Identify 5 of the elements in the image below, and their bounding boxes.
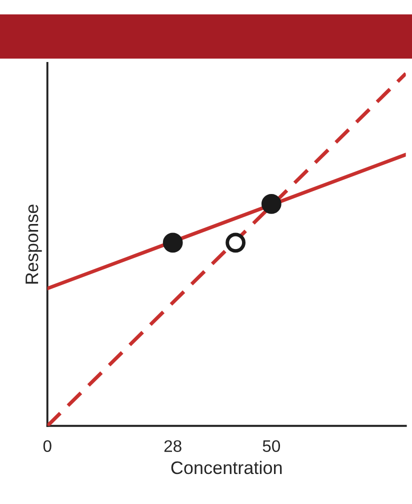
x-tick-label: 50 <box>262 440 280 452</box>
y-axis-title: Response <box>26 204 42 284</box>
x-axis-title: Concentration <box>171 460 282 474</box>
x-tick-label: 28 <box>164 440 182 452</box>
x-tick-label: 0 <box>43 440 52 452</box>
